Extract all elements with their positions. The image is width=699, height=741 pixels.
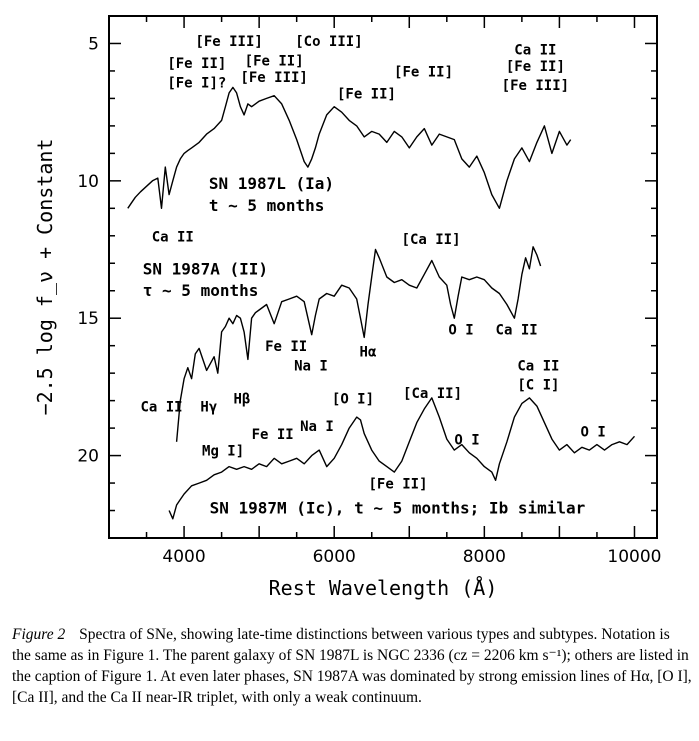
line-annotation: Ca II (517, 358, 559, 374)
y-tick-label: 10 (77, 172, 99, 192)
y-tick-label: 20 (77, 447, 99, 467)
line-annotation: [Fe I]? (167, 75, 226, 91)
x-tick-label: 8000 (463, 547, 506, 567)
line-annotation: [Fe II] (245, 53, 304, 69)
figure-caption: Figure 2 Spectra of SNe, showing late-ti… (12, 624, 692, 708)
x-tick-label: 4000 (162, 547, 205, 567)
x-axis-title: Rest Wavelength (Å) (269, 576, 498, 600)
line-annotation: [Fe III] (502, 78, 569, 94)
x-tick-label: 10000 (607, 547, 661, 567)
axis-ticks: 4000 6000 8000 10000 5 10 15 20 (77, 16, 662, 567)
annotation-layer: [Fe III][Fe II][Fe I]?[Fe II][Fe III][Co… (140, 34, 605, 492)
series-layer (127, 86, 636, 520)
line-annotation: O I (448, 323, 473, 339)
x-tick-label: 6000 (313, 547, 356, 567)
y-tick-label: 15 (77, 309, 99, 329)
plot-frame (108, 15, 658, 539)
line-annotation: [Fe II] (394, 64, 453, 80)
line-annotation: Na I (294, 358, 328, 374)
spectrum-line-2 (175, 246, 542, 442)
line-annotation: [Fe III] (240, 70, 307, 86)
line-annotation: [Ca II] (403, 386, 462, 402)
line-annotation: Hγ (200, 400, 217, 416)
line-annotation: Fe II (252, 427, 294, 443)
line-annotation: Hβ (233, 391, 250, 407)
line-annotation: [C I] (517, 378, 559, 394)
line-annotation: Fe II (265, 339, 307, 355)
line-annotation: [Fe II] (167, 56, 226, 72)
line-annotation: O I (454, 433, 479, 449)
spectrum-label-phase: τ ~ 5 months (143, 281, 259, 300)
line-annotation: [Fe II] (506, 59, 565, 75)
caption-text: Spectra of SNe, showing late-time distin… (12, 626, 692, 706)
spectrum-label: SN 1987M (Ic), t ~ 5 months; Ib similar (210, 498, 586, 517)
spectrum-label: SN 1987L (Ia) (209, 174, 334, 193)
line-annotation: Ca II (496, 323, 538, 339)
spectrum-labels-layer: SN 1987L (Ia) t ~ 5 months SN 1987A (II) τ … (143, 174, 585, 517)
line-annotation: Ca II (514, 42, 556, 58)
line-annotation: Ca II (152, 229, 194, 245)
line-annotation: [Ca II] (402, 232, 461, 248)
spectrum-label-phase: t ~ 5 months (209, 196, 325, 215)
line-annotation: [Fe III] (195, 34, 262, 50)
line-annotation: [O I] (332, 391, 374, 407)
y-tick-label: 5 (88, 34, 99, 54)
line-annotation: Ca II (140, 400, 182, 416)
y-axis-title: −2.5 log f_ν + Constant (33, 139, 57, 416)
spectrum-line-3 (168, 397, 636, 520)
line-annotation: [Co III] (295, 34, 362, 50)
line-annotation: [Fe II] (337, 86, 396, 102)
spectrum-line-1 (127, 86, 572, 210)
line-annotation: Hα (360, 345, 377, 361)
line-annotation: O I (581, 424, 606, 440)
figure-label: Figure 2 (12, 626, 66, 643)
spectrum-label: SN 1987A (II) (143, 259, 268, 278)
line-annotation: Mg I] (202, 444, 244, 460)
line-annotation: [Fe II] (369, 477, 428, 493)
line-annotation: Na I (300, 419, 334, 435)
